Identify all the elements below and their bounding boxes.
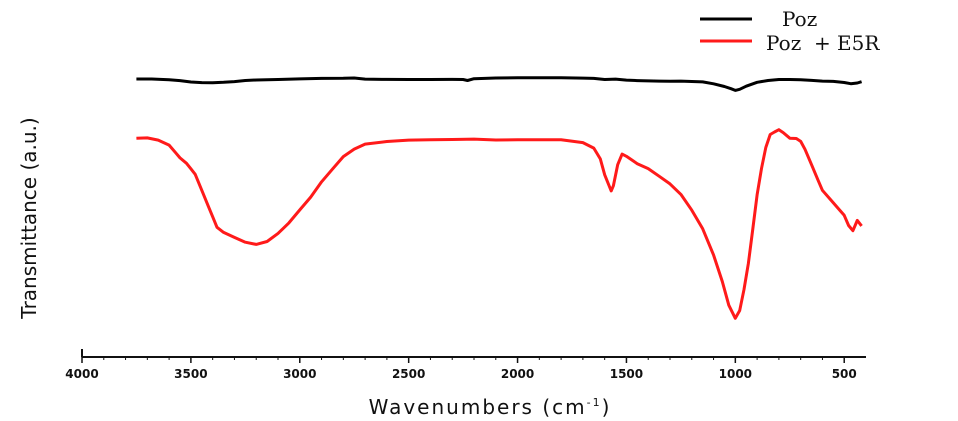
legend: Poz Poz + E5R <box>700 7 880 55</box>
x-tick-label: 4000 <box>65 367 98 381</box>
x-axis-label-main: Wavenumbers (cm <box>369 395 587 419</box>
x-tick-label: 3000 <box>283 367 316 381</box>
x-axis-label: Wavenumbers (cm-1) <box>369 395 612 419</box>
x-axis-label-close: ) <box>602 395 612 419</box>
x-tick-label: 2000 <box>501 367 534 381</box>
x-tick-label: 500 <box>832 367 857 381</box>
x-tick-label: 2500 <box>392 367 425 381</box>
plot-lines <box>136 76 863 320</box>
legend-label-poz-e5r: Poz + E5R <box>766 31 880 55</box>
legend-label-poz: Poz <box>782 7 817 31</box>
y-axis-label: Transmittance (a.u.) <box>17 117 41 319</box>
x-tick-label: 1000 <box>719 367 752 381</box>
series-line-poz-e5r <box>136 128 863 320</box>
series-line-poz <box>136 76 863 92</box>
x-ticks: 4000 3500 3000 2500 2000 1500 1000 500 <box>65 357 857 381</box>
x-axis: 4000 3500 3000 2500 2000 1500 1000 500 <box>65 349 866 381</box>
x-tick-label: 3500 <box>174 367 207 381</box>
x-tick-label: 1500 <box>610 367 643 381</box>
x-axis-label-sup: -1 <box>587 396 602 409</box>
